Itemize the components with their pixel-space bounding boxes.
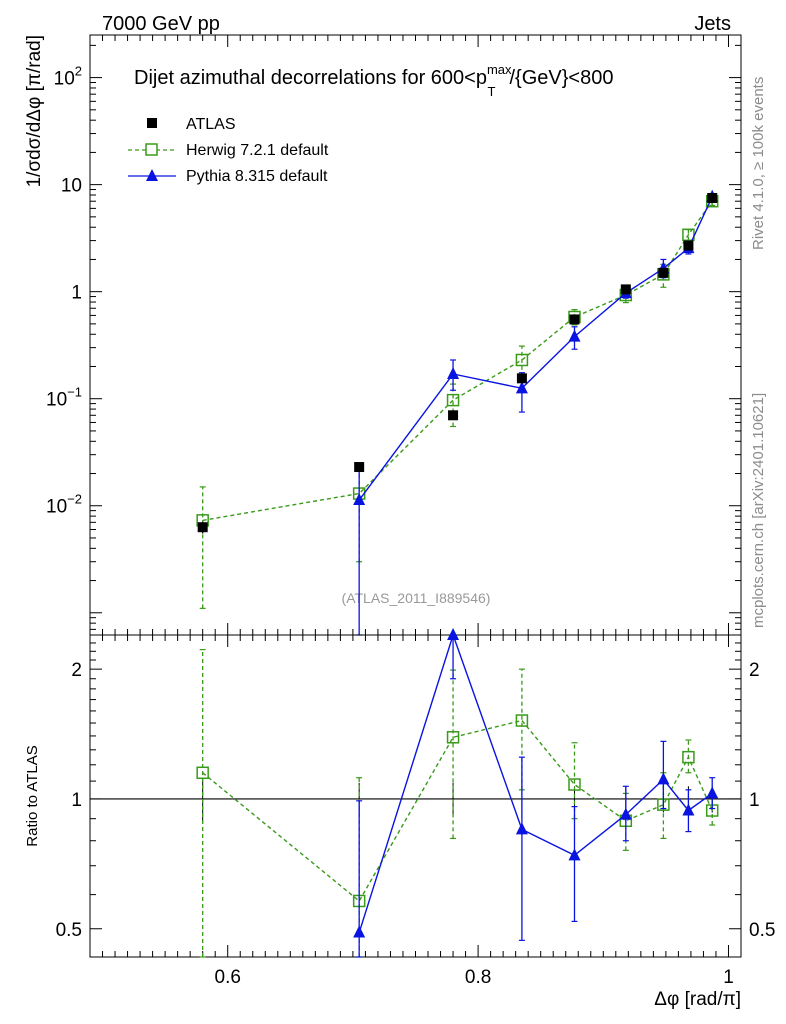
ratio-pythia-line bbox=[358, 632, 713, 933]
y-tick-base: 10 bbox=[46, 390, 67, 411]
collision-energy-label: 7000 GeV pp bbox=[102, 13, 220, 35]
chart-title-superscript: max bbox=[487, 62, 512, 77]
ratio-pythia-point bbox=[568, 848, 581, 861]
x-axis-label: Δφ [rad/π] bbox=[654, 989, 741, 1010]
main-herwig-point bbox=[446, 393, 460, 407]
y-tick-label: 102 bbox=[54, 64, 82, 90]
main-pythia-point bbox=[515, 381, 528, 394]
main-atlas-point bbox=[197, 522, 208, 533]
ratio-pythia-point bbox=[447, 628, 460, 640]
ratio-herwig-point bbox=[515, 714, 529, 727]
y-tick-label: 10 bbox=[61, 176, 82, 197]
ratio-y-tick-label-right: 2 bbox=[749, 660, 760, 681]
legend-entry-herwig: Herwig 7.2.1 default bbox=[128, 142, 329, 159]
main-atlas-point bbox=[683, 240, 694, 251]
x-tick-label: 1 bbox=[723, 967, 734, 988]
main-herwig-point bbox=[515, 353, 529, 367]
main-atlas-point bbox=[707, 193, 718, 204]
ratio-y-tick-label: 0.5 bbox=[56, 920, 82, 941]
ratio-x-axis: 0.6 0.8 1 bbox=[89, 635, 742, 988]
ratio-pythia-point bbox=[515, 822, 528, 835]
main-data-layer bbox=[196, 189, 719, 636]
legend-pythia-label: Pythia 8.315 default bbox=[186, 168, 328, 185]
ratio-herwig-point bbox=[682, 750, 695, 764]
ratio-y-tick-label-right: 0.5 bbox=[749, 920, 775, 941]
ratio-y-tick-label: 2 bbox=[71, 660, 82, 681]
main-y-axis-label: 1/σdσ/dΔφ [π/rad] bbox=[24, 35, 45, 187]
process-label: Jets bbox=[694, 13, 731, 35]
y-tick-exponent: 2 bbox=[75, 64, 82, 79]
ratio-pythia-point bbox=[706, 786, 719, 799]
ratio-data-layer bbox=[90, 628, 741, 958]
ratio-y-tick-label: 1 bbox=[71, 790, 82, 811]
x-tick-label: 0.8 bbox=[465, 967, 491, 988]
ratio-herwig-point bbox=[568, 778, 581, 791]
ratio-y-tick-label-right: 1 bbox=[749, 790, 760, 811]
y-tick-label: 1 bbox=[71, 283, 82, 304]
legend-pythia-marker bbox=[146, 169, 158, 181]
ratio-y-axis: 0.5 0.5 1 1 2 2 bbox=[56, 642, 775, 941]
main-atlas-point bbox=[569, 314, 580, 325]
main-pythia-point bbox=[568, 329, 581, 342]
chart-title-suffix: /{GeV}<800 bbox=[509, 67, 613, 89]
main-atlas-point bbox=[658, 267, 669, 278]
y-tick-label: 10−1 bbox=[46, 385, 82, 411]
main-atlas-point bbox=[620, 284, 631, 295]
legend-atlas-marker bbox=[147, 118, 157, 128]
legend: ATLAS Herwig 7.2.1 default Pythia 8.315 … bbox=[128, 116, 329, 185]
y-tick-base: 10 bbox=[54, 69, 75, 90]
legend-entry-atlas: ATLAS bbox=[147, 116, 236, 133]
ratio-pythia-point bbox=[682, 803, 695, 816]
ratio-plot-frame bbox=[89, 634, 742, 958]
ratio-pythia-point bbox=[619, 807, 632, 820]
y-tick-base: 10 bbox=[46, 497, 67, 518]
legend-herwig-marker bbox=[145, 143, 158, 156]
main-atlas-point bbox=[516, 373, 527, 384]
main-x-axis bbox=[89, 35, 742, 635]
main-atlas-point bbox=[448, 410, 459, 421]
legend-entry-pythia: Pythia 8.315 default bbox=[128, 168, 328, 185]
watermark-analysis-id: (ATLAS_2011_I889546) bbox=[342, 590, 491, 606]
chart-title-subscript: T bbox=[488, 84, 496, 99]
y-tick-label: 10−2 bbox=[46, 492, 82, 518]
chart-title: Dijet azimuthal decorrelations for 600<p… bbox=[134, 62, 613, 99]
main-pythia-point bbox=[353, 493, 366, 506]
ratio-pythia-point bbox=[353, 925, 366, 938]
y-tick-exponent: −2 bbox=[67, 492, 82, 507]
y-tick-exponent: −1 bbox=[67, 385, 82, 400]
legend-herwig-label: Herwig 7.2.1 default bbox=[186, 142, 329, 159]
chart-title-text: Dijet azimuthal decorrelations for 600<p bbox=[134, 67, 487, 89]
main-herwig-line bbox=[202, 200, 713, 522]
ratio-pythia-point bbox=[657, 772, 670, 785]
main-atlas-point bbox=[354, 462, 365, 473]
mcplots-reference-label: mcplots.cern.ch [arXiv:2401.10621] bbox=[750, 393, 767, 628]
rivet-version-label: Rivet 4.1.0, ≥ 100k events bbox=[750, 77, 767, 250]
ratio-herwig-line bbox=[202, 719, 713, 903]
ratio-plot-panel: 0.5 0.5 1 1 2 2 0.6 0.8 1 Ratio to ATLAS Δφ [ra… bbox=[24, 628, 775, 1010]
ratio-herwig-point bbox=[196, 766, 209, 780]
main-pythia-point bbox=[447, 367, 460, 380]
legend-atlas-label: ATLAS bbox=[186, 116, 236, 133]
ratio-herwig-point bbox=[446, 731, 460, 744]
ratio-y-axis-label: Ratio to ATLAS bbox=[24, 745, 41, 846]
x-tick-label: 0.6 bbox=[215, 967, 241, 988]
